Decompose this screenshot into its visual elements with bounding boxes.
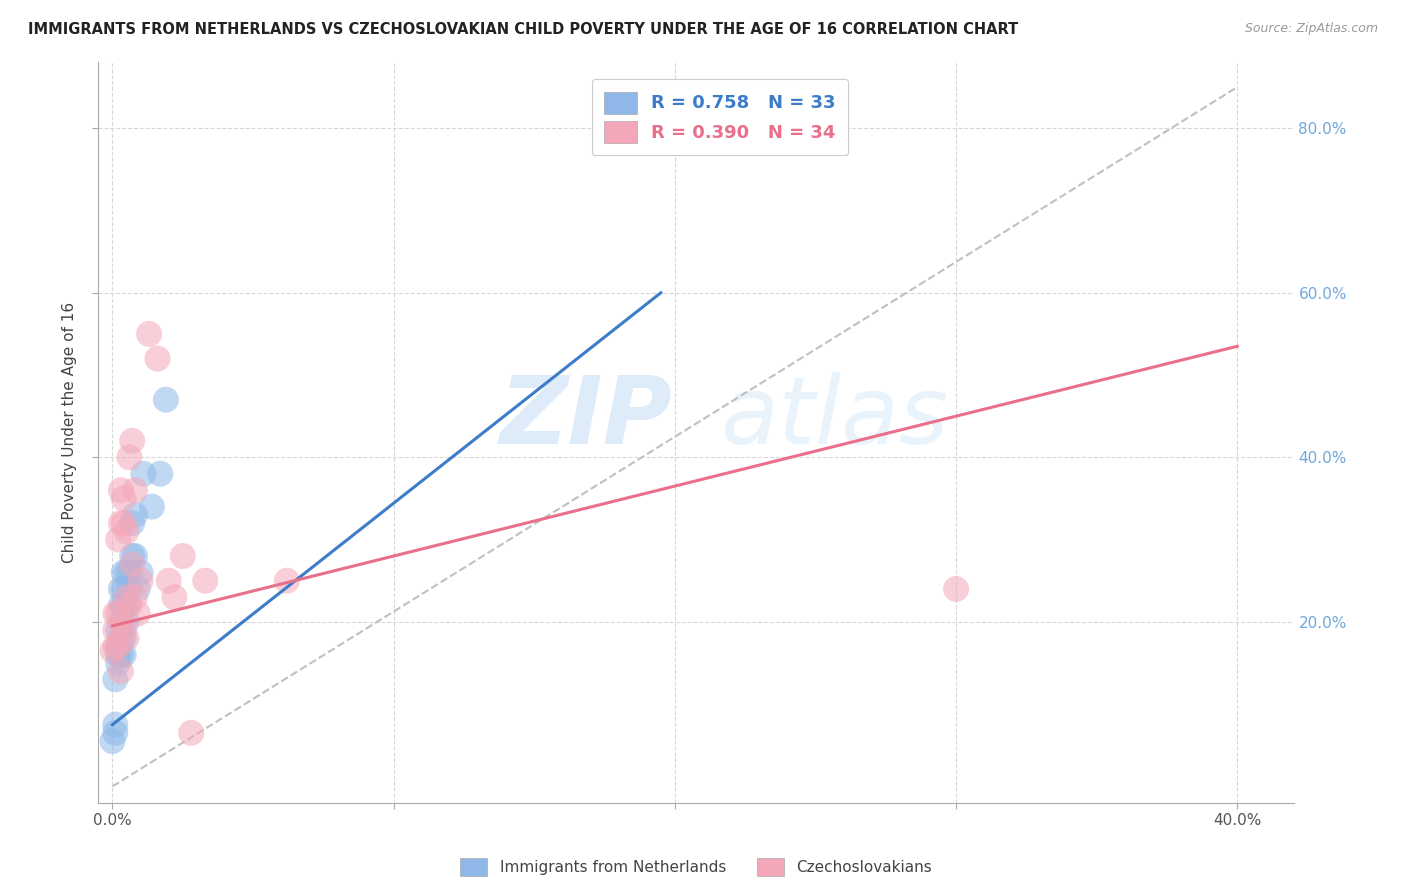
Point: [104, 726, 127, 740]
Point: [121, 434, 143, 448]
Text: IMMIGRANTS FROM NETHERLANDS VS CZECHOSLOVAKIAN CHILD POVERTY UNDER THE AGE OF 16: IMMIGRANTS FROM NETHERLANDS VS CZECHOSLO…: [28, 22, 1018, 37]
Point: [127, 582, 149, 596]
Point: [110, 599, 132, 613]
Point: [115, 590, 138, 604]
Point: [276, 574, 298, 588]
Point: [107, 640, 129, 654]
Point: [112, 648, 135, 662]
Point: [146, 351, 169, 366]
Point: [149, 467, 172, 481]
Point: [104, 623, 127, 637]
Point: [110, 648, 132, 662]
Point: [101, 643, 124, 657]
Point: [118, 582, 141, 596]
Point: [118, 450, 141, 465]
Point: [121, 516, 143, 530]
Point: [180, 726, 202, 740]
Point: [132, 467, 155, 481]
Point: [124, 508, 146, 522]
Point: [163, 590, 186, 604]
Point: [121, 558, 143, 572]
Text: ZIP: ZIP: [499, 372, 672, 464]
Point: [110, 632, 132, 646]
Point: [110, 582, 132, 596]
Point: [112, 599, 135, 613]
Point: [112, 491, 135, 506]
Point: [110, 615, 132, 629]
Point: [107, 656, 129, 670]
Point: [115, 615, 138, 629]
Text: Source: ZipAtlas.com: Source: ZipAtlas.com: [1244, 22, 1378, 36]
Legend: Immigrants from Netherlands, Czechoslovakians: Immigrants from Netherlands, Czechoslova…: [453, 850, 939, 884]
Point: [112, 632, 135, 646]
Point: [124, 590, 146, 604]
Point: [101, 734, 124, 748]
Point: [115, 566, 138, 580]
Point: [141, 500, 163, 514]
Point: [124, 483, 146, 498]
Point: [107, 648, 129, 662]
Point: [155, 392, 177, 407]
Point: [127, 607, 149, 621]
Point: [129, 574, 152, 588]
Point: [110, 615, 132, 629]
Point: [112, 623, 135, 637]
Point: [107, 640, 129, 654]
Point: [129, 566, 152, 580]
Point: [115, 599, 138, 613]
Point: [110, 664, 132, 678]
Point: [107, 607, 129, 621]
Point: [110, 516, 132, 530]
Point: [104, 607, 127, 621]
Point: [110, 483, 132, 498]
Point: [124, 549, 146, 563]
Point: [104, 673, 127, 687]
Point: [118, 599, 141, 613]
Point: [112, 582, 135, 596]
Point: [121, 549, 143, 563]
Point: [112, 566, 135, 580]
Point: [104, 717, 127, 731]
Text: atlas: atlas: [720, 372, 948, 463]
Point: [107, 623, 129, 637]
Point: [115, 632, 138, 646]
Point: [194, 574, 217, 588]
Point: [945, 582, 967, 596]
Point: [118, 566, 141, 580]
Point: [157, 574, 180, 588]
Y-axis label: Child Poverty Under the Age of 16: Child Poverty Under the Age of 16: [62, 302, 77, 563]
Point: [115, 524, 138, 539]
Point: [112, 516, 135, 530]
Point: [172, 549, 194, 563]
Point: [104, 640, 127, 654]
Point: [107, 533, 129, 547]
Point: [138, 326, 160, 341]
